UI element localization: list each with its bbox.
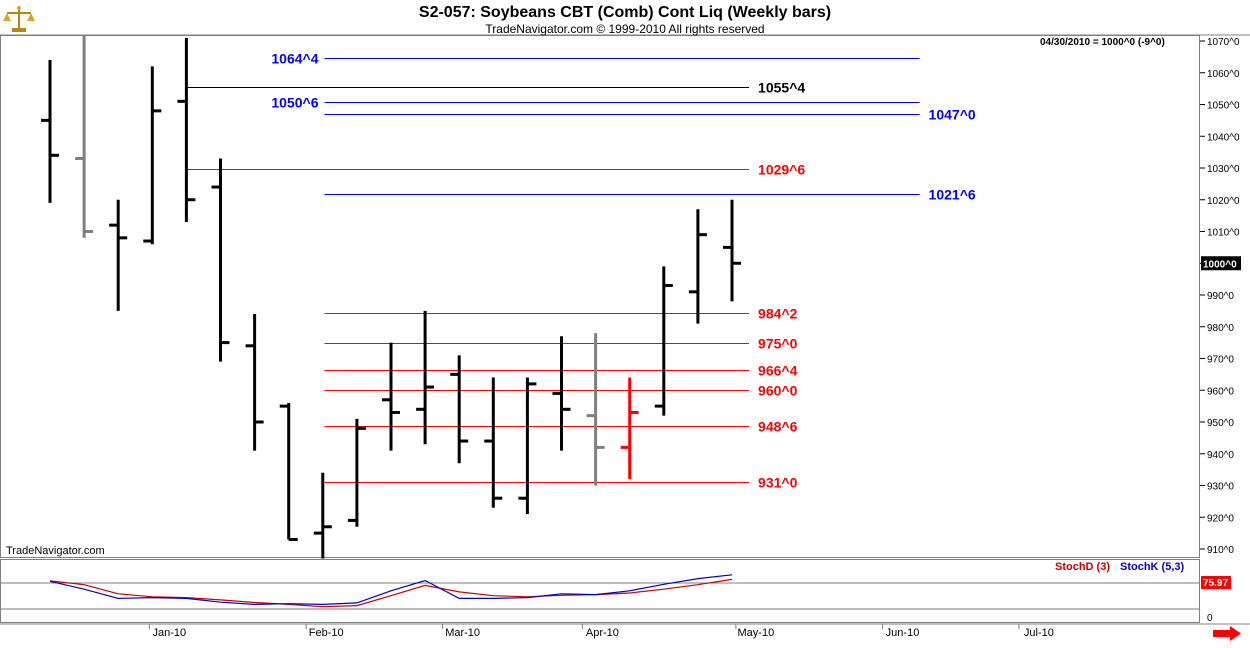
level-label: 1064^4 [271,51,318,67]
price-tick-label: 990^0 [1207,291,1234,302]
level-label: 931^0 [758,475,798,491]
date-axis: Jan-10 Feb-10 Mar-10 Apr-10 May-10 Jun-10 Jul-… [148,624,1054,639]
level-label: 1047^0 [929,107,976,123]
price-tick-label: 970^0 [1207,355,1234,366]
scales-icon [2,4,36,34]
ohlc-bar [109,199,128,311]
stoch-last-label: 75.97 [1203,578,1228,589]
ohlc-bar [347,418,366,527]
price-tick-label: 1030^0 [1207,164,1240,175]
ohlc-bar [586,333,605,486]
level-label: 1050^6 [271,95,318,111]
ohlc-bar [450,355,469,464]
date-tick-label: Feb-10 [309,627,344,639]
price-panel-frame [0,35,1200,558]
price-tick-label: 940^0 [1207,450,1234,461]
level-label: 1021^6 [929,187,976,203]
level-label: 975^0 [758,336,798,352]
level-label: 960^0 [758,383,798,399]
price-tick-label: 960^0 [1207,386,1234,397]
chart-title: S2-057: Soybeans CBT (Comb) Cont Liq (We… [418,4,832,21]
ohlc-bar [245,314,264,451]
date-tick-label: Apr-10 [586,627,619,639]
level-label: 966^4 [758,363,798,379]
ohlc-bar [382,342,400,451]
stoch-d-line [49,578,733,608]
ohlc-bar [41,60,59,203]
price-tick-label: 1070^0 [1207,37,1240,48]
ohlc-bar [211,158,230,362]
ohlc-bar [177,37,196,222]
price-tick-label: 930^0 [1207,482,1234,493]
price-tick-label: 1040^0 [1207,132,1240,143]
price-tick-label: 1010^0 [1207,228,1240,239]
price-tick-label: 980^0 [1207,323,1234,334]
price-tick-label: 920^0 [1207,513,1234,524]
stoch-k-legend: StochK (5,3) [1120,561,1185,573]
price-tick-label: 1050^0 [1207,101,1240,112]
ohlc-bar [723,199,741,302]
price-tick-label: 950^0 [1207,418,1234,429]
date-tick-label: Jul-10 [1024,627,1054,639]
price-readout: 04/30/2010 = 1000^0 (-9^0) [1040,37,1165,48]
ohlc-bar [620,377,639,480]
stoch-axis-label: 0 [1207,613,1213,624]
right-arrow-icon[interactable] [1212,626,1242,641]
date-tick-label: Mar-10 [445,627,480,639]
price-tick-label: 1060^0 [1207,69,1240,80]
level-label: 1055^4 [758,80,805,96]
stochastic-indicator: 75.97 0 [49,574,1231,624]
ohlc-bar [688,209,707,324]
date-tick-label: Jan-10 [153,627,187,639]
stoch-k-line [49,574,733,606]
level-label: 984^2 [758,306,798,322]
level-lines: 1064^4 1055^4 1050^6 1047^0 1029^6 1021^6 984^… [186,51,976,491]
price-tick-label: 1020^0 [1207,196,1240,207]
ohlc-bar [143,66,162,245]
level-label: 948^6 [758,419,798,435]
ohlc-bar [552,336,571,451]
ohlc-bar [518,377,537,515]
date-tick-label: Jun-10 [886,627,920,639]
ohlc-bar [416,310,435,445]
last-price-label: 1000^0 [1203,259,1237,270]
date-tick-label: May-10 [738,627,775,639]
watermark: TradeNavigator.com [6,545,105,557]
stoch-last-badge [1201,576,1231,589]
ohlc-bar [279,402,298,541]
level-label: 1029^6 [758,162,805,178]
last-price-badge [1201,256,1241,271]
ohlc-bar [484,377,503,508]
ohlc-bar [654,266,673,416]
ohlc-bar [313,472,332,559]
stoch-d-legend: StochD (3) [1055,561,1110,573]
chart-copyright: TradeNavigator.com © 1999-2010 All right… [485,22,765,36]
indicator-panel-frame [0,559,1200,623]
ohlc-bar [75,34,94,238]
price-tick-label: 910^0 [1207,545,1234,556]
price-axis: 1070^0 1060^0 1050^0 1040^0 1030^0 1020^0 1010… [1200,37,1241,556]
price-bars [41,34,741,559]
